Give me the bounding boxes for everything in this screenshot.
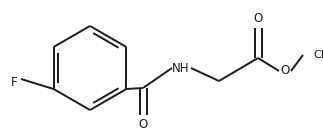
Text: O: O — [253, 13, 263, 26]
Text: CH₃: CH₃ — [313, 50, 323, 60]
Text: O: O — [280, 65, 290, 78]
Text: F: F — [11, 76, 17, 88]
Text: O: O — [138, 119, 148, 132]
Text: NH: NH — [172, 61, 190, 74]
